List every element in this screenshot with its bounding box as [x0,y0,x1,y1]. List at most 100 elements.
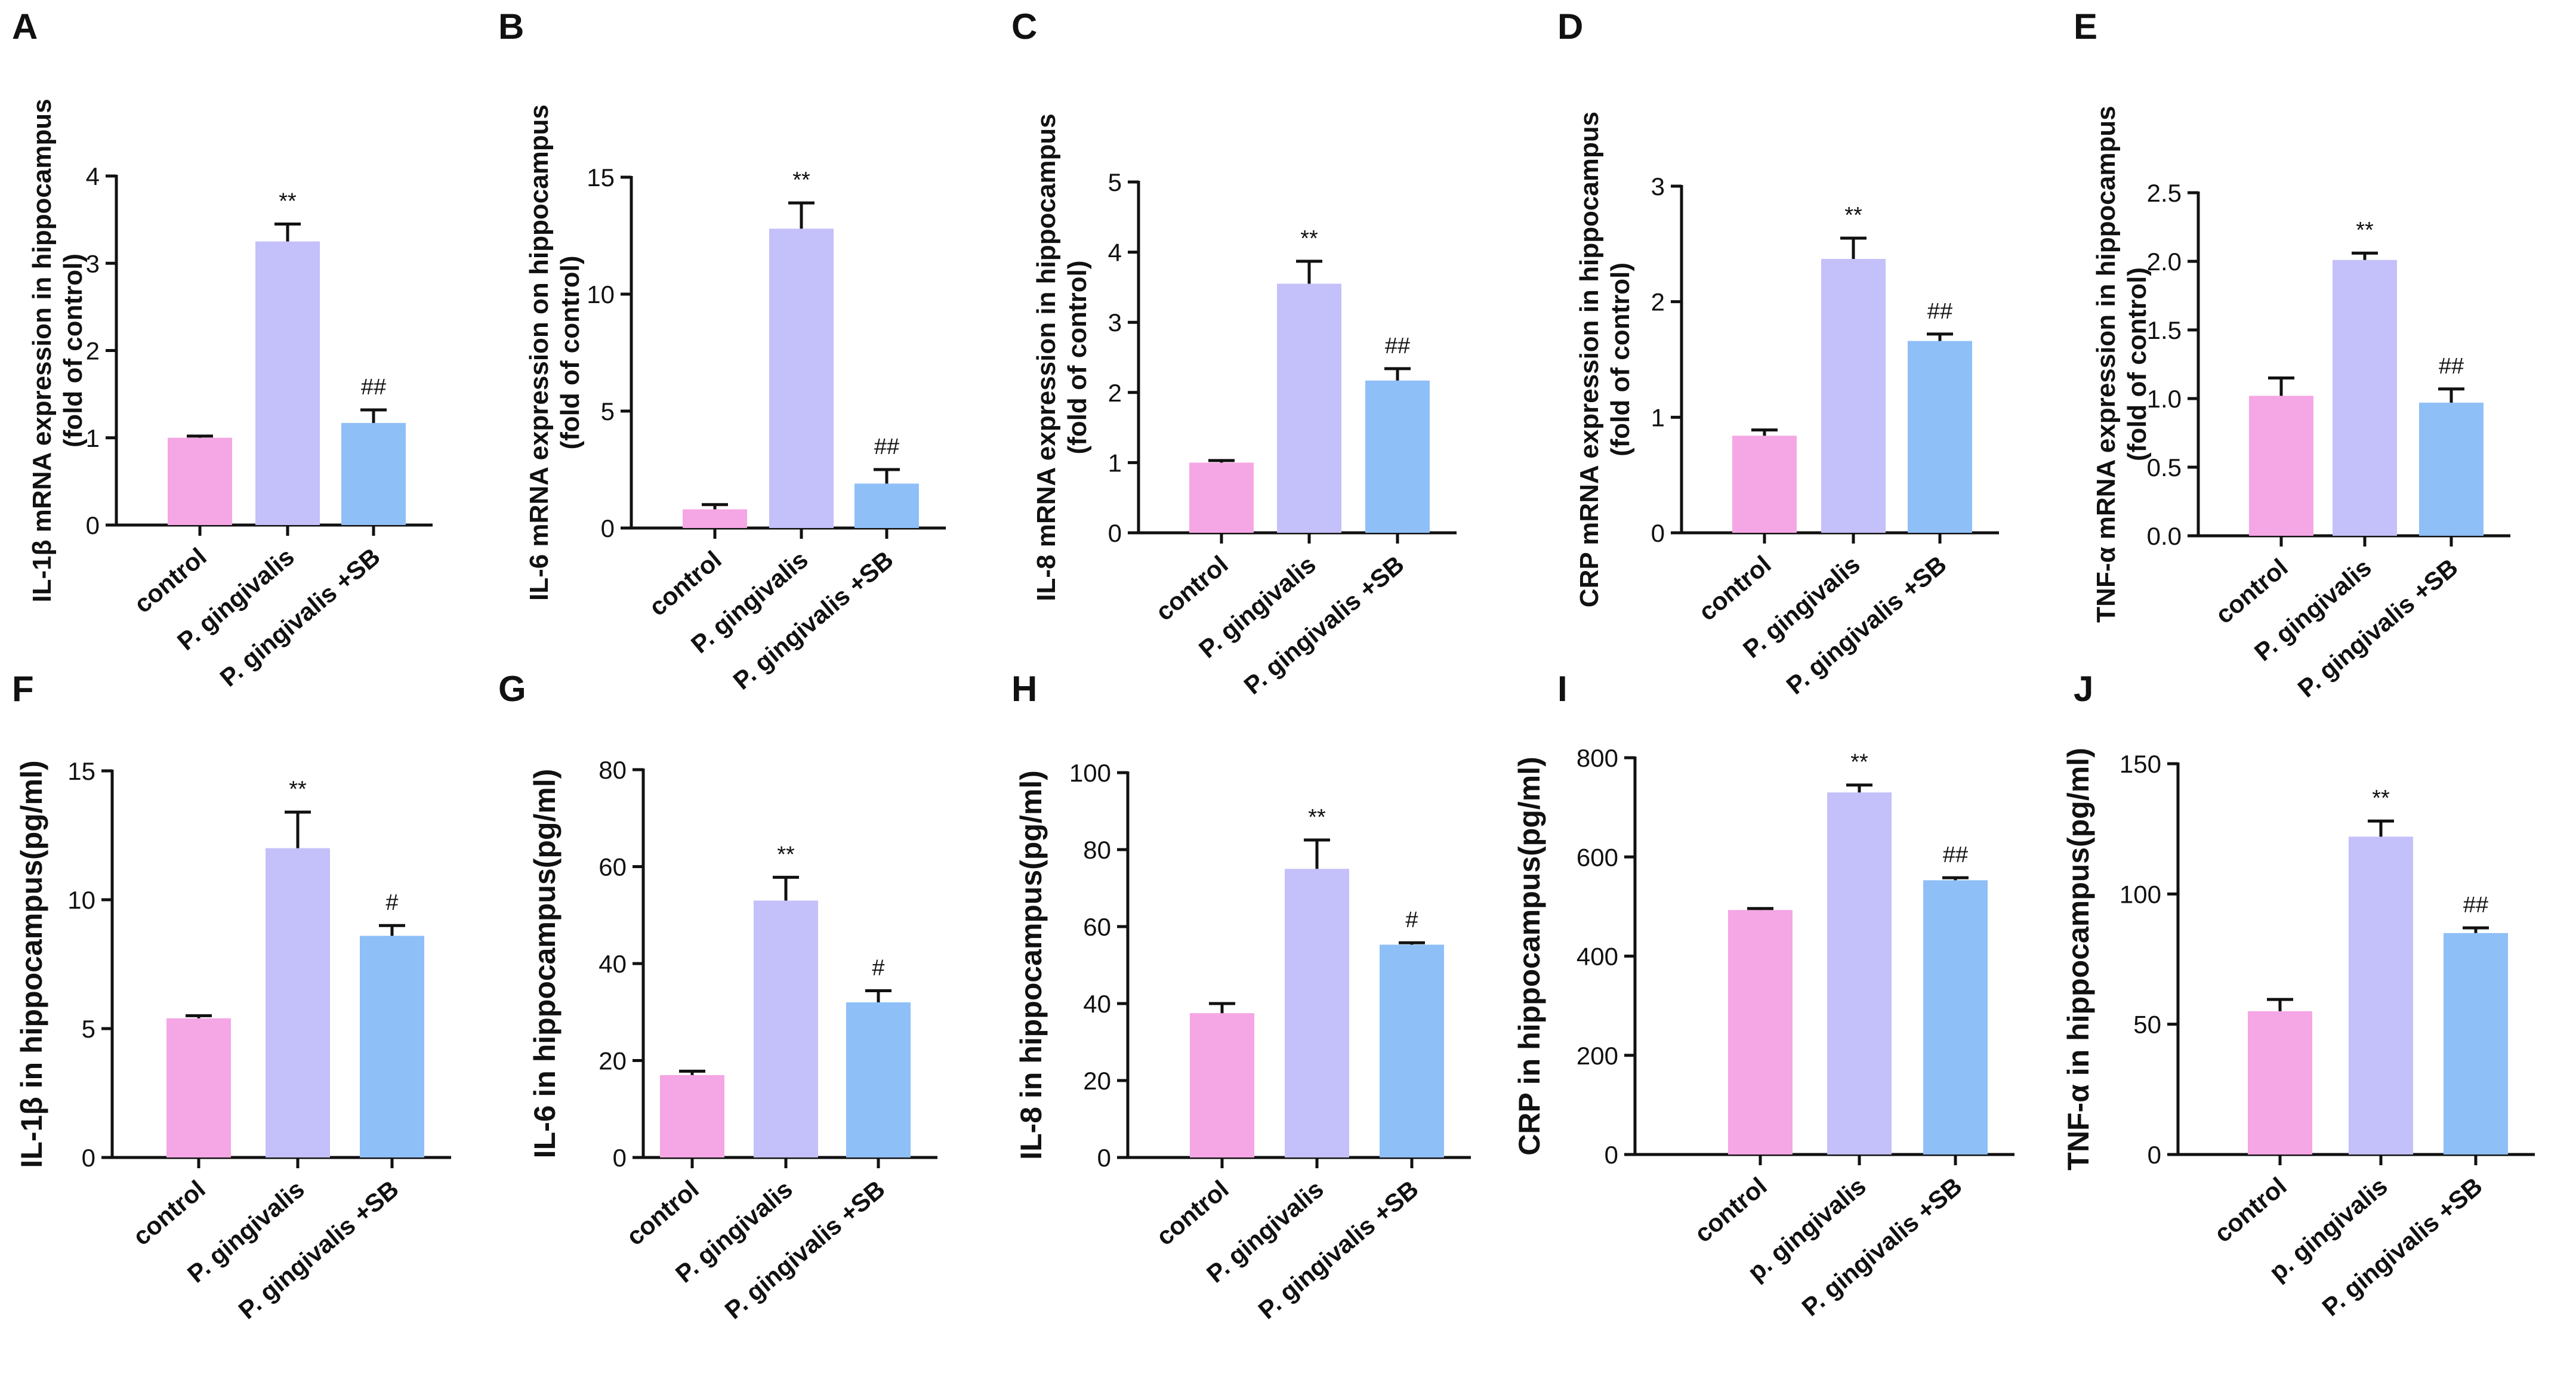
significance-mark: ## [1927,299,1952,324]
x-tick-label: control [128,1175,211,1251]
y-axis-label: IL-8 mRNA expression in hippocampus [1032,113,1061,601]
panel-letter: C [1011,7,1037,47]
significance-mark: ** [792,168,810,193]
chart-panel-b: B IL-6 mRNA expression on hippocampus (fol… [498,7,946,695]
x-tick-label: control [621,1175,704,1251]
chart-panel-h: H IL-8 in hippocampus(pg/ml) 0 20 40 60 80 100 c… [1011,669,1471,1325]
bar-2 [1827,792,1892,1155]
y-tick-label: 100 [2120,880,2161,908]
chart-panel-j: J TNF-α in hippocampus(pg/ml) 0 50 100 150 con… [2062,669,2535,1322]
bar-3 [854,483,919,528]
significance-mark: ## [2439,354,2464,379]
y-tick-label: 2.5 [2147,179,2182,207]
significance-mark: # [872,956,884,981]
y-tick-label: 15 [67,757,95,785]
bar-3 [360,936,424,1157]
bar-2 [754,900,818,1157]
y-tick-label: 5 [1108,168,1122,196]
y-tick-label: 3 [86,249,100,277]
y-tick-label: 150 [2120,750,2161,778]
bar-1 [683,509,747,528]
panel-letter: I [1557,669,1568,709]
y-tick-label: 1 [86,424,100,452]
y-tick-label: 0 [82,1144,95,1172]
significance-mark: ## [1943,842,1968,868]
panel-letter: J [2074,669,2093,709]
x-tick-label: P. gingivalis +SB [1797,1172,1967,1322]
y-tick-label: 0 [1605,1141,1618,1169]
y-tick-label: 4 [86,162,100,190]
y-tick-label: 20 [599,1047,627,1075]
significance-mark: ** [2372,786,2390,811]
bar-1 [168,437,232,525]
y-tick-label: 0 [86,511,100,539]
y-tick-label: 200 [1577,1042,1618,1070]
y-axis-label: IL-6 mRNA expression on hippocampus [525,104,554,601]
x-tick-label: control [1693,550,1776,626]
x-tick-label: control [2209,1172,2292,1248]
x-tick-label: P. gingivalis +SB [720,1175,890,1325]
significance-mark: ** [1844,203,1862,228]
significance-mark: # [1405,907,1418,933]
bar-2 [1277,283,1341,533]
bar-2 [769,229,834,528]
y-tick-label: 1 [1651,403,1665,431]
panel-letter: G [498,669,526,709]
chart-panel-e: E TNF-α mRNA expression in hippocampus (fo… [2074,7,2510,703]
chart-panel-i: I CRP in hippocampus(pg/ml) 0 200 400 600 800 c… [1513,669,2014,1322]
y-axis-label: IL-1β mRNA expression in hippocampus [27,98,57,602]
y-axis-label: TNF-α in hippocampus(pg/ml) [2062,748,2095,1170]
x-tick-label: P. gingivalis +SB [1253,1175,1424,1325]
y-axis-label: IL-6 in hippocampus(pg/ml) [528,769,562,1159]
bar-2 [1821,259,1886,533]
y-tick-label: 0 [601,514,615,542]
bar-1 [660,1075,724,1157]
chart-panel-a: A IL-1β mRNA expression in hippocampus (fo… [12,7,433,692]
y-tick-label: 2 [86,337,100,365]
y-tick-label: 2 [1108,379,1122,407]
bar-1 [2248,1011,2312,1155]
significance-mark: ** [1308,805,1326,830]
bar-2 [1285,869,1349,1157]
x-tick-label: P. gingivalis +SB [215,542,385,692]
chart-panel-f: F IL-1β in hippocampus(pg/ml) 0 5 10 15 contro… [12,669,451,1325]
significance-mark: ** [2356,218,2374,243]
y-tick-label: 3 [1651,172,1665,200]
bar-3 [341,422,406,525]
y-axis-label-unit: (fold of control) [1063,260,1092,454]
bar-3 [1923,880,1988,1155]
x-tick-label: P. gingivalis +SB [1239,550,1409,700]
y-tick-label: 2.0 [2147,248,2182,276]
bar-3 [846,1002,911,1157]
panel-letter: H [1011,669,1037,709]
bar-1 [1732,436,1797,533]
y-tick-label: 15 [587,163,615,192]
y-tick-label: 0 [613,1144,627,1172]
y-tick-label: 10 [67,886,95,914]
y-tick-label: 800 [1577,744,1618,772]
x-tick-label: control [644,545,727,621]
significance-mark: ** [279,189,297,214]
significance-mark: ** [1300,226,1318,251]
panel-letter: E [2074,7,2097,47]
panel-letter: B [498,7,524,47]
y-tick-label: 60 [599,853,627,881]
y-tick-label: 40 [599,950,627,978]
x-tick-label: P. gingivalis +SB [2317,1172,2488,1322]
y-tick-label: 80 [1083,836,1111,864]
significance-mark: ** [777,842,795,867]
bar-3 [1365,380,1430,533]
panel-letter: F [12,669,34,709]
y-axis-label-unit: (fold of control) [58,254,88,447]
bar-1 [1190,1013,1254,1157]
y-axis-label: IL-8 in hippocampus(pg/ml) [1014,770,1048,1160]
y-tick-label: 10 [587,280,615,308]
x-tick-label: P. gingivalis +SB [2293,553,2463,703]
x-tick-label: P. gingivalis +SB [1781,550,1952,700]
y-tick-label: 5 [601,397,615,425]
panel-letter: D [1557,7,1583,47]
y-tick-label: 3 [1108,308,1122,337]
panel-letter: A [12,7,38,47]
